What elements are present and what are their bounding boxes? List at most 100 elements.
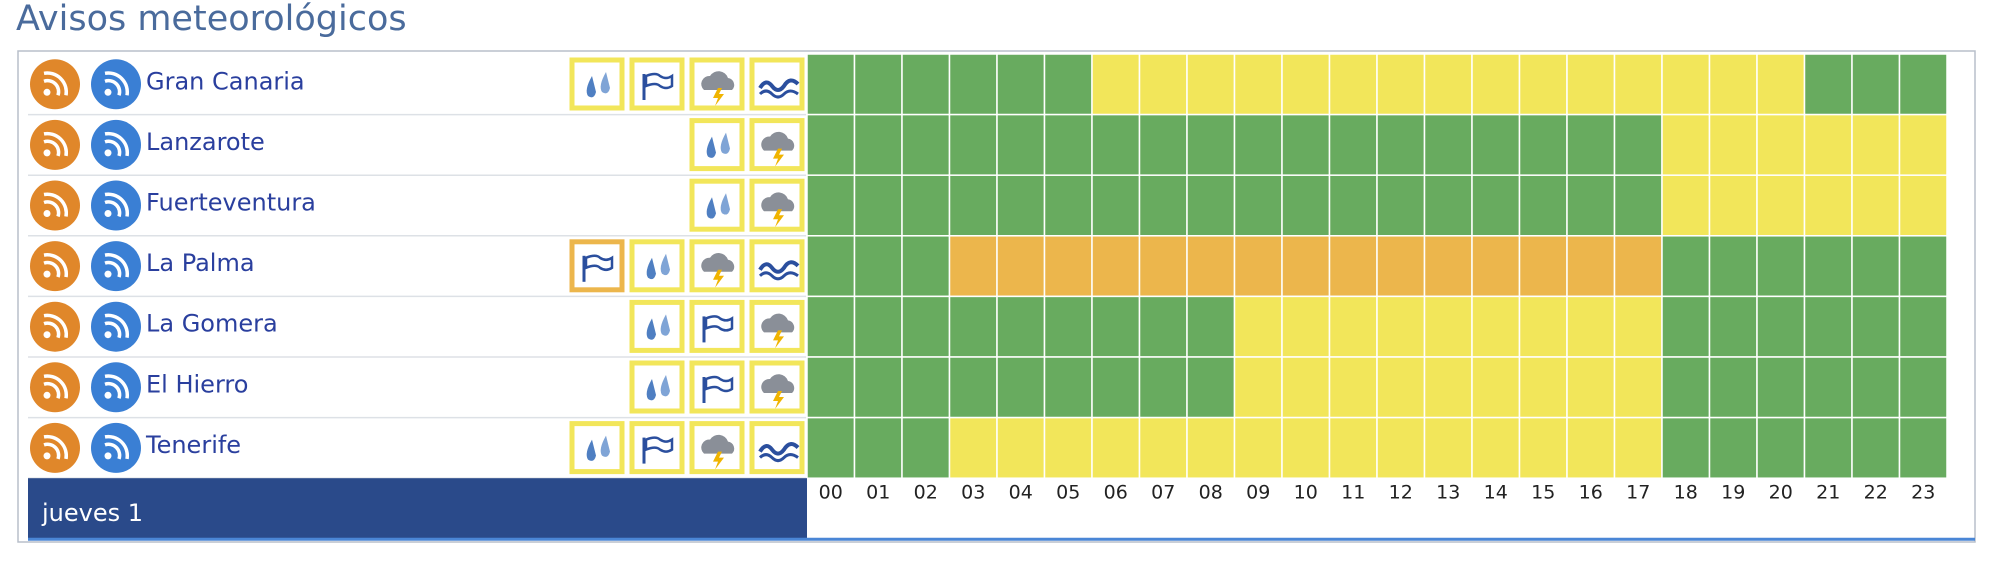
warning-cell <box>853 356 903 419</box>
icon-frame <box>749 239 805 293</box>
bolt <box>713 451 724 470</box>
warning-icon[interactable] <box>569 421 625 475</box>
warning-icon[interactable] <box>749 118 805 172</box>
warning-icon[interactable] <box>749 57 805 111</box>
rss-dot <box>43 270 51 278</box>
rss-button[interactable] <box>91 180 141 231</box>
warning-icon[interactable] <box>629 239 685 293</box>
rss-button[interactable] <box>30 301 80 352</box>
warning-cell <box>901 174 951 237</box>
warning-cell <box>1328 416 1378 479</box>
region-name[interactable]: La Gomera <box>146 310 278 338</box>
warning-cell <box>853 416 903 479</box>
rss-button[interactable] <box>91 59 141 110</box>
warning-cell <box>948 295 998 358</box>
hour-label: 02 <box>914 482 938 504</box>
warning-icon[interactable] <box>689 239 745 293</box>
warning-cell <box>1091 356 1141 419</box>
warning-icon[interactable] <box>689 178 745 232</box>
rss-arc <box>104 200 122 218</box>
rss-arc <box>104 131 130 157</box>
cloud <box>701 71 735 90</box>
region-name[interactable]: Fuerteventura <box>146 189 316 217</box>
region-name[interactable]: La Palma <box>146 249 255 277</box>
warning-cell <box>1661 235 1711 298</box>
warning-cell <box>1376 356 1426 419</box>
rss-button[interactable] <box>30 119 80 170</box>
warning-cell <box>1708 416 1758 479</box>
hour-label: 14 <box>1484 482 1508 504</box>
warning-cell <box>1471 235 1521 298</box>
warning-cell <box>1851 356 1901 419</box>
rss-arc <box>43 131 69 157</box>
warning-cell <box>1423 416 1473 479</box>
warning-icon[interactable] <box>569 57 625 111</box>
warning-cell <box>1471 174 1521 237</box>
region-name[interactable]: Lanzarote <box>146 128 265 156</box>
hour-label: 10 <box>1294 482 1318 504</box>
warning-icon[interactable] <box>689 118 745 172</box>
warning-cell <box>1756 235 1806 298</box>
warning-icon[interactable] <box>689 360 745 414</box>
warning-cell <box>1233 113 1283 176</box>
icon-frame <box>629 239 685 293</box>
hour-label: 12 <box>1389 482 1413 504</box>
rss-button[interactable] <box>91 119 141 170</box>
rss-button[interactable] <box>30 422 80 473</box>
rss-button[interactable] <box>91 301 141 352</box>
warning-cell <box>1091 53 1141 116</box>
region-name[interactable]: Tenerife <box>145 431 241 459</box>
warning-cell <box>1566 416 1616 479</box>
warning-cell <box>1423 235 1473 298</box>
warning-cell <box>996 356 1046 419</box>
warning-cell <box>1518 53 1568 116</box>
warning-icon[interactable] <box>629 421 685 475</box>
warning-icon[interactable] <box>749 360 805 414</box>
warning-cell <box>1281 356 1331 419</box>
icon-frame <box>629 360 685 414</box>
warning-cell <box>1756 174 1806 237</box>
warning-cell <box>1233 174 1283 237</box>
warning-cell <box>901 113 951 176</box>
bolt <box>773 148 784 167</box>
warning-icon[interactable] <box>749 178 805 232</box>
rss-button[interactable] <box>30 180 80 231</box>
warning-cell <box>1661 53 1711 116</box>
warning-icon[interactable] <box>629 57 685 111</box>
warning-cell <box>1423 174 1473 237</box>
rss-button[interactable] <box>91 241 141 292</box>
warning-cell <box>1851 53 1901 116</box>
warning-icon[interactable] <box>629 360 685 414</box>
warning-icon[interactable] <box>569 239 625 293</box>
rss-button[interactable] <box>30 241 80 292</box>
warning-cell <box>1803 416 1853 479</box>
cloud <box>761 131 795 151</box>
hour-label: 11 <box>1341 482 1365 504</box>
warning-cell <box>1328 295 1378 358</box>
warning-cell <box>1091 295 1141 358</box>
bolt <box>773 391 784 409</box>
warning-cell <box>1566 356 1616 419</box>
warning-icon[interactable] <box>689 57 745 111</box>
warning-cell <box>1281 53 1331 116</box>
warning-cell <box>1043 356 1093 419</box>
region-name[interactable]: Gran Canaria <box>146 67 305 95</box>
rss-button[interactable] <box>30 362 80 413</box>
warning-icon[interactable] <box>689 421 745 475</box>
cloud <box>761 313 795 333</box>
warning-icon[interactable] <box>629 299 685 353</box>
warning-icon[interactable] <box>749 421 805 475</box>
warning-icon[interactable] <box>749 239 805 293</box>
warning-cell <box>1281 295 1331 358</box>
rss-button[interactable] <box>91 362 141 413</box>
warning-cell <box>1186 295 1236 358</box>
warning-cell <box>1803 174 1853 237</box>
warning-cell <box>1661 295 1711 358</box>
warning-icon[interactable] <box>749 299 805 353</box>
warning-icon[interactable] <box>689 299 745 353</box>
rss-button[interactable] <box>30 59 80 110</box>
rss-button[interactable] <box>91 422 141 473</box>
region-name[interactable]: El Hierro <box>146 370 248 398</box>
warning-cell <box>1898 53 1948 116</box>
warning-cell <box>948 174 998 237</box>
